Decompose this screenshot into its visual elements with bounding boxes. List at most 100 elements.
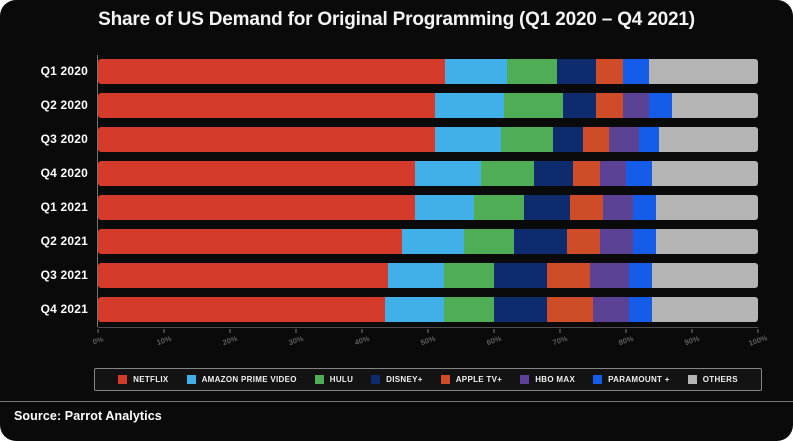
- axis-tick-mark: [691, 329, 693, 333]
- bar-segment-netflix: [98, 160, 415, 186]
- bar-segment-hbo-max: [592, 296, 630, 322]
- legend-swatch-icon: [118, 375, 128, 384]
- legend-swatch-icon: [371, 375, 381, 384]
- bar-segment-hbo-max: [622, 92, 650, 118]
- legend-item-amazon-prime-video: AMAZON PRIME VIDEO: [186, 375, 297, 384]
- bar-segment-hbo-max: [599, 160, 626, 186]
- row-label-q4-2020: Q4 2020: [40, 166, 88, 180]
- legend: NETFLIX AMAZON PRIME VIDEO HULU DISNEY+ APPL…: [94, 368, 762, 391]
- bar-segment-apple-tv: [583, 126, 610, 152]
- legend-label: APPLE TV+: [455, 375, 503, 384]
- bar-segment-amazon-prime-video: [385, 296, 445, 322]
- bar-segment-hbo-max: [609, 126, 640, 152]
- axis-tick-mark: [163, 329, 165, 333]
- bar-segment-hbo-max: [602, 194, 633, 220]
- axis-tick-mark: [295, 329, 297, 333]
- axis-tick-mark: [427, 329, 429, 333]
- axis-tick-mark: [97, 329, 99, 333]
- bar-track-q4-2021: [98, 296, 758, 322]
- bar-segment-disney: [533, 160, 574, 186]
- legend-item-hbo-max: HBO MAX: [520, 375, 575, 384]
- legend-label: DISNEY+: [386, 375, 423, 384]
- legend-item-disney: DISNEY+: [371, 375, 423, 384]
- axis-tick-mark: [625, 329, 627, 333]
- legend-item-hulu: HULU: [314, 375, 354, 384]
- axis-tick-label: 10%: [155, 333, 173, 348]
- bar-segment-apple-tv: [596, 92, 623, 118]
- bar-segment-amazon-prime-video: [401, 228, 465, 254]
- axis-tick-label: 90%: [683, 333, 701, 348]
- row-label-q3-2020: Q3 2020: [40, 132, 88, 146]
- bar-segment-hbo-max: [599, 228, 633, 254]
- x-tick: 70%: [551, 329, 569, 347]
- row-label-q3-2021: Q3 2021: [40, 268, 88, 282]
- x-axis-tick-labels: 0% 10% 20% 30% 40% 50% 60% 70% 80% 90% 100%: [91, 329, 769, 355]
- bar-track-q1-2021: [98, 194, 758, 220]
- bar-segment-netflix: [98, 262, 389, 288]
- legend-swatch-icon: [687, 375, 697, 384]
- bar-segment-hulu: [444, 296, 494, 322]
- bar-segment-paramount: [632, 228, 656, 254]
- bar-segment-netflix: [98, 296, 386, 322]
- bar-segment-apple-tv: [569, 194, 603, 220]
- bar-segment-hulu: [474, 194, 524, 220]
- legend-item-paramount: PARAMOUNT +: [593, 375, 670, 384]
- bar-row: Q3 2020: [0, 122, 793, 156]
- legend-swatch-icon: [520, 375, 530, 384]
- row-label-q2-2021: Q2 2021: [40, 234, 88, 248]
- bar-row: Q3 2021: [0, 258, 793, 292]
- y-axis-line: [97, 55, 98, 327]
- bar-row: Q1 2021: [0, 190, 793, 224]
- axis-tick-label: 30%: [287, 333, 305, 348]
- bar-segment-hulu: [480, 160, 534, 186]
- bar-track-q3-2020: [98, 126, 758, 152]
- bar-row: Q2 2020: [0, 88, 793, 122]
- divider-line: [0, 401, 793, 402]
- legend-label: HBO MAX: [535, 375, 576, 384]
- row-label-q1-2020: Q1 2020: [40, 64, 88, 78]
- chart-title: Share of US Demand for Original Programm…: [98, 9, 695, 30]
- bar-segment-amazon-prime-video: [414, 160, 481, 186]
- legend-swatch-icon: [593, 375, 603, 384]
- bar-segment-amazon-prime-video: [434, 92, 504, 118]
- bar-segment-netflix: [98, 92, 435, 118]
- bar-segment-disney: [493, 262, 547, 288]
- bar-segment-apple-tv: [546, 296, 593, 322]
- legend-label: PARAMOUNT +: [608, 375, 670, 384]
- x-tick: 60%: [485, 329, 503, 347]
- x-tick: 90%: [683, 329, 701, 348]
- bar-segment-others: [652, 160, 758, 186]
- axis-tick-label: 80%: [617, 333, 635, 348]
- bar-segment-others: [652, 296, 758, 322]
- legend-swatch-icon: [314, 375, 324, 384]
- bar-segment-netflix: [98, 194, 415, 220]
- bar-segment-hulu: [503, 92, 564, 118]
- axis-tick-mark: [559, 329, 561, 333]
- row-label-q1-2021: Q1 2021: [40, 200, 88, 214]
- legend-swatch-icon: [186, 375, 196, 384]
- bar-track-q4-2020: [98, 160, 758, 186]
- bar-segment-apple-tv: [573, 160, 600, 186]
- bar-segment-hbo-max: [589, 262, 630, 288]
- bar-segment-others: [672, 92, 758, 118]
- bar-row: Q1 2020: [0, 54, 793, 88]
- bar-segment-amazon-prime-video: [444, 58, 508, 84]
- x-tick: 10%: [155, 329, 173, 348]
- bar-segment-apple-tv: [596, 58, 623, 84]
- x-tick: 0%: [91, 329, 105, 346]
- bar-rows: Q1 2020 Q2 2020 Q3 2020 Q4 2020 Q1 2021 Q2 20…: [0, 54, 793, 326]
- legend-label: OTHERS: [702, 375, 738, 384]
- legend-label: HULU: [329, 375, 354, 384]
- x-tick: 40%: [353, 329, 371, 347]
- legend-wrap: NETFLIX AMAZON PRIME VIDEO HULU DISNEY+ APPL…: [94, 368, 762, 391]
- legend-item-netflix: NETFLIX: [118, 375, 168, 384]
- axis-tick-mark: [361, 329, 363, 333]
- x-axis-baseline: [98, 327, 758, 328]
- bar-segment-hulu: [500, 126, 554, 152]
- bar-segment-others: [652, 262, 758, 288]
- bar-segment-others: [649, 58, 758, 84]
- bar-segment-paramount: [649, 92, 673, 118]
- bar-segment-hulu: [464, 228, 514, 254]
